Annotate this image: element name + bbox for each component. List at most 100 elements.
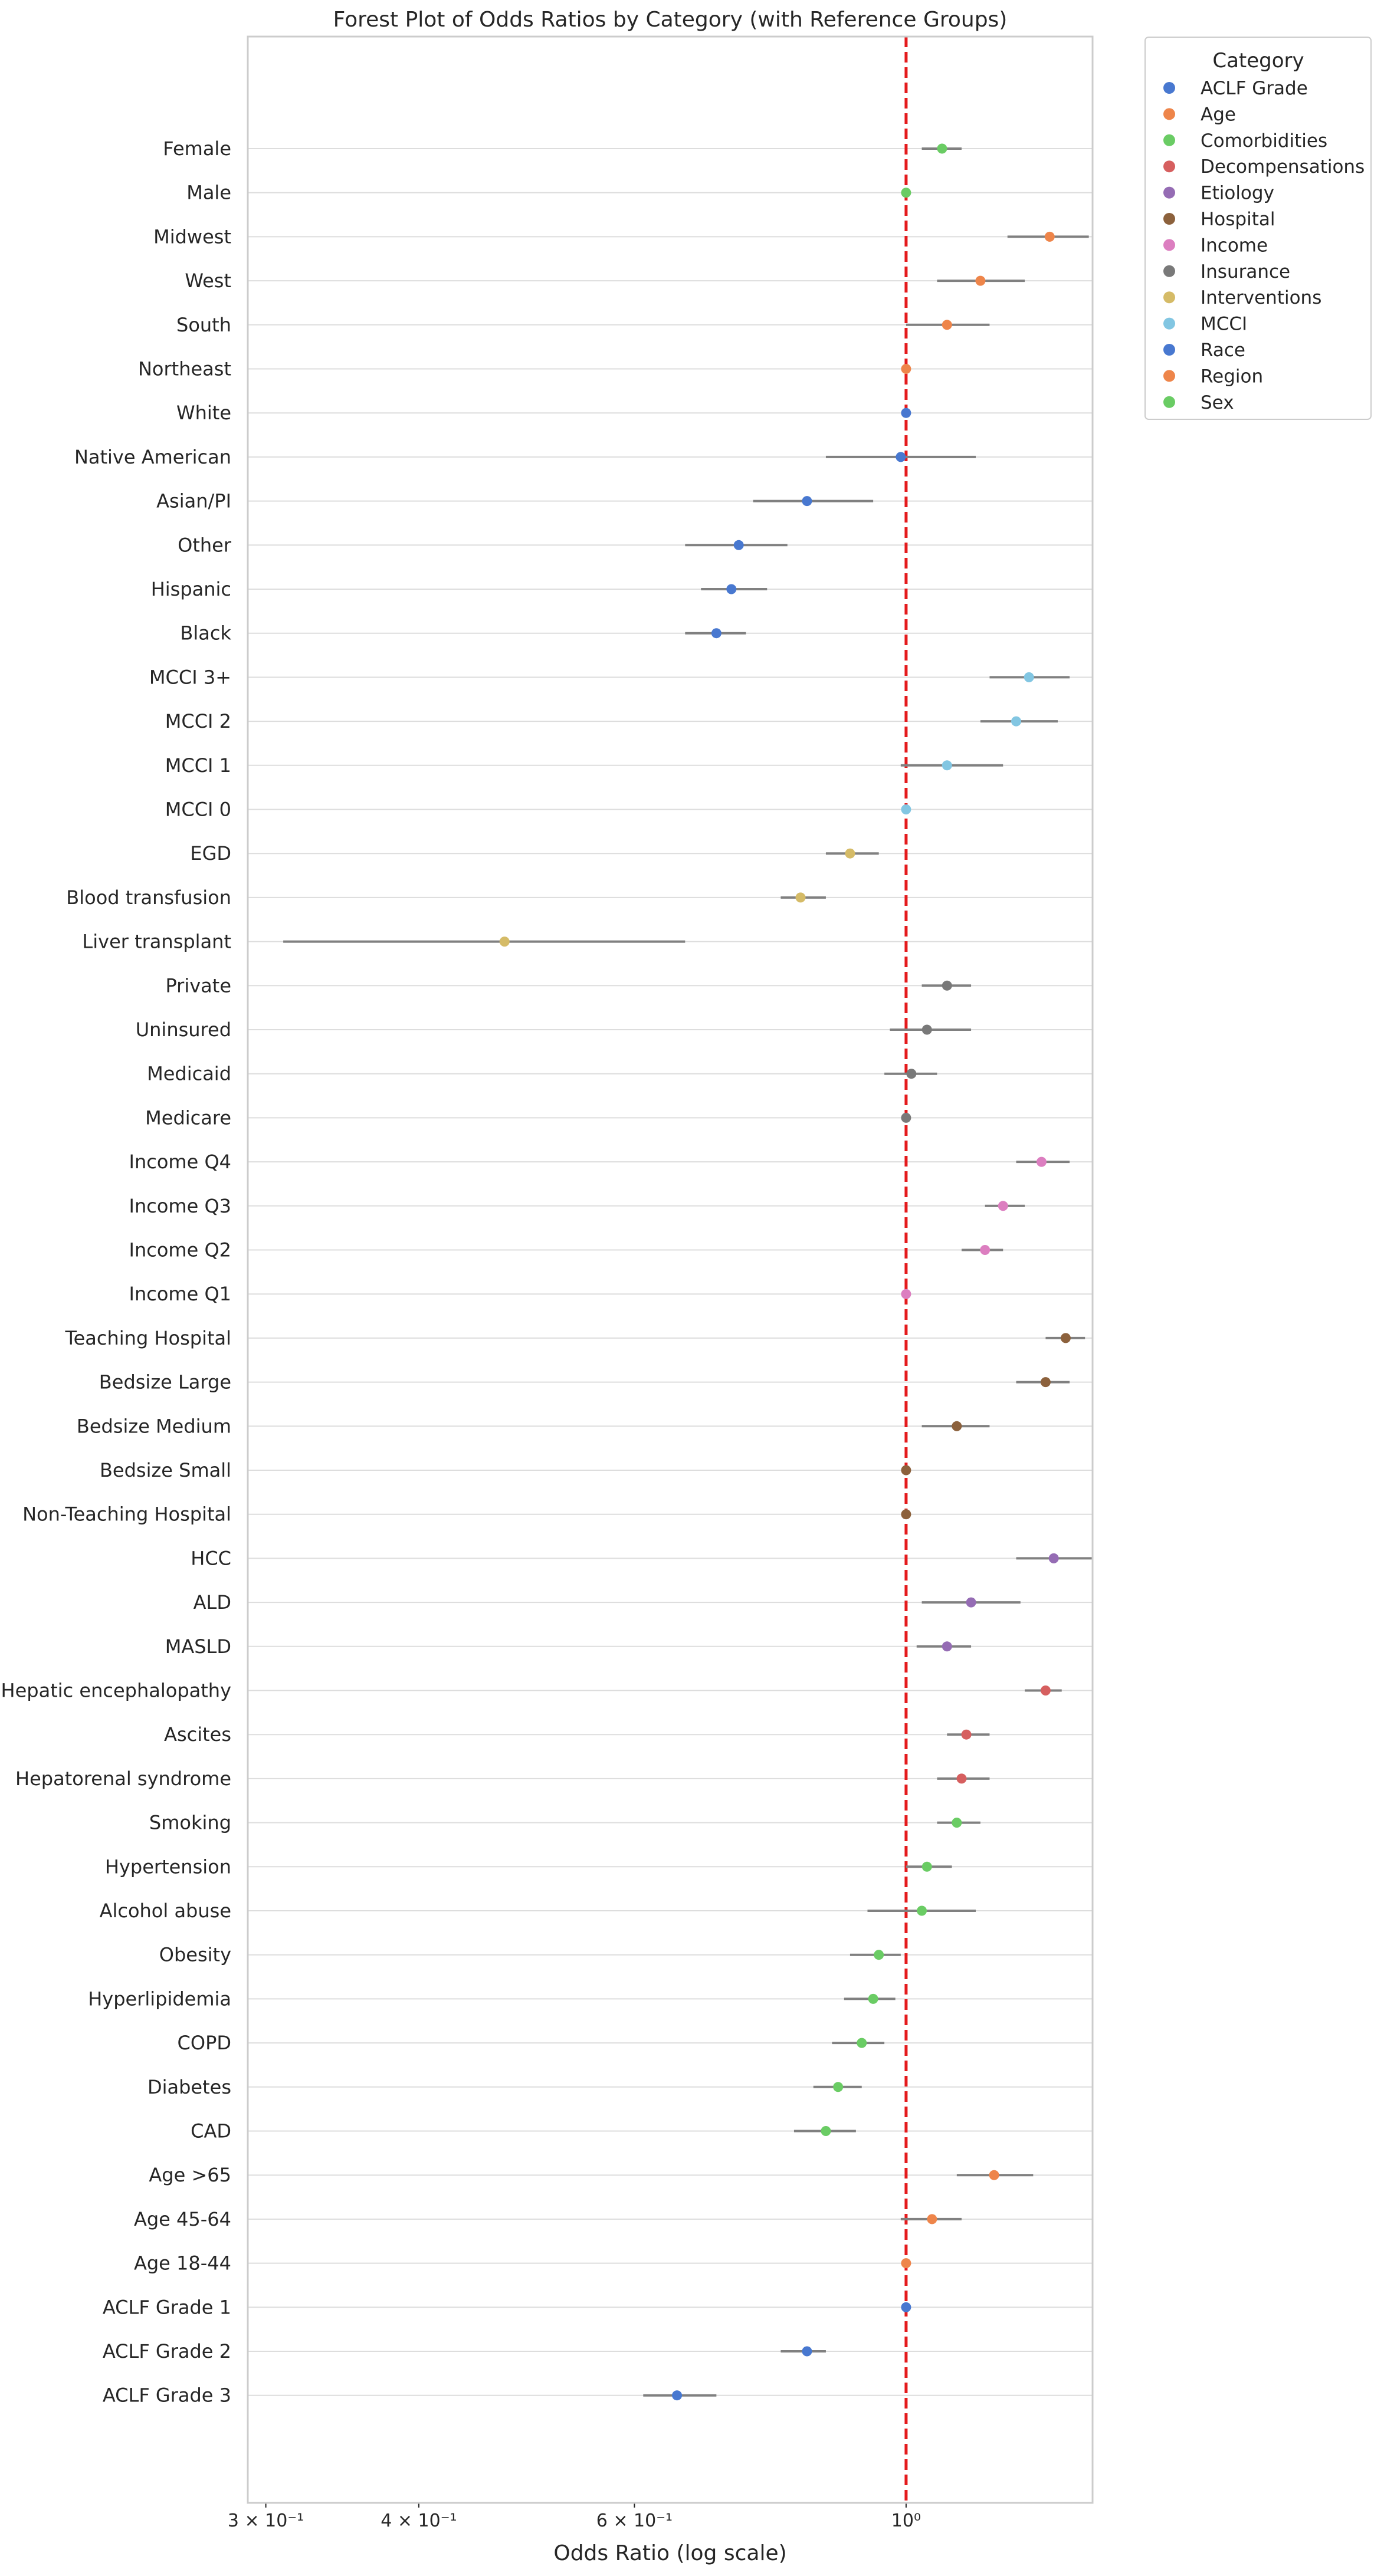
point-mcci-3 <box>1024 672 1034 682</box>
y-label-hypertension: Hypertension <box>105 1855 231 1878</box>
data-points <box>499 143 1071 2401</box>
point-native-american <box>896 452 906 462</box>
y-label-ald: ALD <box>194 1591 231 1614</box>
point-liver-transplant <box>499 937 510 947</box>
point-private <box>942 980 952 991</box>
x-tick-label: 4 × 10⁻¹ <box>381 2511 457 2531</box>
y-label-bedsize-large: Bedsize Large <box>99 1371 231 1394</box>
y-label-other: Other <box>178 534 232 556</box>
y-tick-labels: Female Male Midwest West South Northeast White… <box>1 137 232 2407</box>
point-aclf-grade-2 <box>802 2346 812 2357</box>
x-tick-label: 10⁰ <box>891 2511 921 2531</box>
y-label-aclf-grade-3: ACLF Grade 3 <box>103 2384 231 2407</box>
point-ald <box>966 1597 976 1608</box>
point-teaching-hospital <box>1060 1333 1071 1343</box>
y-label-alcohol-abuse: Alcohol abuse <box>100 1900 231 1922</box>
legend-label-race: Race <box>1201 340 1245 361</box>
y-label-bedsize-small: Bedsize Small <box>100 1459 231 1481</box>
legend-marker-insurance <box>1163 265 1175 277</box>
legend-items: ACLF Grade Age Comorbidities Decompensation… <box>1163 78 1365 413</box>
point-hispanic <box>726 584 737 594</box>
legend-marker-comorbidities <box>1163 134 1175 146</box>
point-asian-pi <box>802 496 812 507</box>
point-hcc <box>1048 1553 1059 1563</box>
y-label-copd: COPD <box>178 2032 231 2054</box>
y-label-male: Male <box>186 182 231 204</box>
point-northeast <box>901 364 911 374</box>
legend-marker-hospital <box>1163 213 1175 225</box>
y-label-private: Private <box>165 974 231 997</box>
legend-marker-aclf-grade <box>1163 82 1175 94</box>
x-axis-label: Odds Ratio (log scale) <box>553 2541 786 2565</box>
chart-title: Forest Plot of Odds Ratios by Category (… <box>333 8 1008 32</box>
point-black <box>711 628 721 639</box>
y-label-west: West <box>185 270 231 292</box>
legend-label-income: Income <box>1201 235 1268 256</box>
y-label-bedsize-medium: Bedsize Medium <box>77 1415 231 1437</box>
point-female <box>937 143 947 154</box>
legend-marker-age <box>1163 108 1175 120</box>
point-hyperlipidemia <box>868 1993 878 2004</box>
point-bedsize-large <box>1040 1377 1051 1388</box>
legend-label-etiology: Etiology <box>1201 183 1274 204</box>
point-hepatic-encephalopathy <box>1040 1685 1051 1696</box>
y-label-masld: MASLD <box>165 1635 231 1658</box>
point-blood-transfusion <box>795 892 806 903</box>
point-mcci-0 <box>901 804 911 814</box>
y-label-teaching-hospital: Teaching Hospital <box>65 1327 232 1349</box>
point-masld <box>942 1641 952 1652</box>
point-hypertension <box>921 1861 932 1872</box>
y-label-medicaid: Medicaid <box>147 1063 231 1085</box>
y-label-hcc: HCC <box>191 1547 231 1569</box>
y-label-asian-pi: Asian/PI <box>156 490 231 512</box>
point-mcci-1 <box>942 760 952 771</box>
y-label-hepatic-encephalopathy: Hepatic encephalopathy <box>1 1680 231 1702</box>
point-medicare <box>901 1112 911 1123</box>
y-label-blood-transfusion: Blood transfusion <box>66 886 231 909</box>
y-label-income-q3: Income Q3 <box>129 1195 231 1217</box>
y-label-age-65: Age >65 <box>149 2164 231 2186</box>
legend-label-comorbidities: Comorbidities <box>1201 130 1327 152</box>
point-income-q4 <box>1036 1156 1047 1167</box>
y-label-liver-transplant: Liver transplant <box>82 931 231 953</box>
y-label-medicare: Medicare <box>145 1106 231 1129</box>
y-label-black: Black <box>180 622 231 645</box>
x-tick-label: 3 × 10⁻¹ <box>228 2511 304 2531</box>
point-male <box>901 188 911 198</box>
point-non-teaching-hospital <box>901 1509 911 1520</box>
legend-marker-decompensations <box>1163 160 1175 173</box>
point-mcci-2 <box>1011 716 1022 727</box>
legend-title: Category <box>1212 49 1304 73</box>
legend-label-sex: Sex <box>1201 392 1234 413</box>
point-alcohol-abuse <box>917 1905 927 1916</box>
point-age-65 <box>989 2170 999 2180</box>
y-label-age-18-44: Age 18-44 <box>134 2252 231 2275</box>
point-bedsize-small <box>901 1465 911 1476</box>
legend-marker-interventions <box>1163 291 1175 304</box>
x-tick-label: 6 × 10⁻¹ <box>596 2511 673 2531</box>
y-label-uninsured: Uninsured <box>136 1018 231 1041</box>
legend-marker-mcci <box>1163 317 1175 330</box>
point-aclf-grade-3 <box>672 2390 683 2401</box>
y-label-female: Female <box>163 137 231 160</box>
point-south <box>942 320 952 330</box>
y-label-age-45-64: Age 45-64 <box>134 2208 231 2230</box>
y-label-native-american: Native American <box>74 446 231 468</box>
point-uninsured <box>921 1024 932 1035</box>
legend-label-interventions: Interventions <box>1201 287 1321 308</box>
y-label-mcci-2: MCCI 2 <box>165 710 231 732</box>
y-label-egd: EGD <box>190 842 231 865</box>
y-label-midwest: Midwest <box>153 225 231 248</box>
point-west <box>975 275 986 286</box>
y-label-hepatorenal-syndrome: Hepatorenal syndrome <box>15 1767 231 1790</box>
legend-marker-region <box>1163 370 1175 382</box>
legend-frame <box>1144 37 1372 420</box>
legend-label-aclf-grade: ACLF Grade <box>1201 78 1308 99</box>
y-label-mcci-0: MCCI 0 <box>165 799 231 821</box>
y-label-income-q1: Income Q1 <box>129 1283 231 1305</box>
y-label-white: White <box>176 402 231 424</box>
y-label-mcci-3: MCCI 3+ <box>149 666 231 688</box>
point-bedsize-medium <box>952 1421 962 1431</box>
